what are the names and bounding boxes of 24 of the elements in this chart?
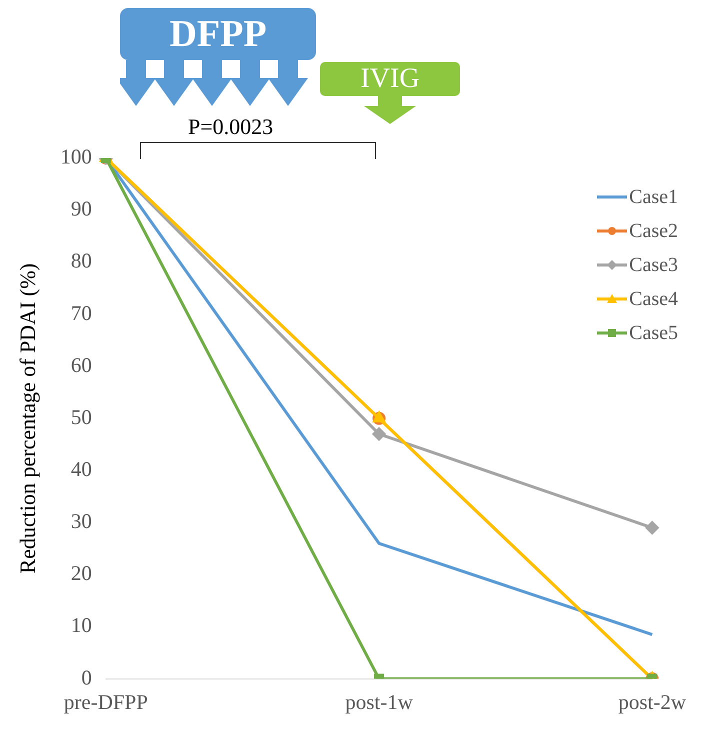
- point: [646, 521, 659, 534]
- legend-label: Case3: [629, 253, 678, 278]
- y-tick-label: 90: [70, 196, 92, 221]
- y-tick-label: 80: [70, 248, 92, 273]
- y-tick-label: 30: [70, 509, 92, 534]
- legend-label: Case2: [629, 219, 678, 244]
- y-tick-label: 60: [70, 352, 92, 377]
- y-tick-label: 0: [81, 665, 92, 690]
- point: [372, 428, 386, 441]
- point: [373, 412, 385, 422]
- x-tick-label: pre-DFPP: [64, 690, 148, 714]
- text: P=0.0023: [188, 114, 274, 140]
- y-tick-label: 20: [70, 561, 92, 586]
- y-tick-label: 100: [60, 144, 92, 169]
- y-tick-label: 40: [70, 456, 92, 481]
- y-tick-label: 50: [70, 404, 92, 429]
- x-tick-label: post-1w: [345, 690, 414, 714]
- legend-label: Case5: [629, 321, 678, 346]
- x-tick-label: post-2w: [618, 690, 687, 714]
- legend-label: Case4: [629, 287, 678, 312]
- y-axis-title: Reduction percentage of PDAI (%): [14, 263, 40, 574]
- y-tick-label: 10: [70, 613, 92, 638]
- legend-label: Case1: [629, 185, 678, 210]
- y-tick-label: 70: [70, 300, 92, 325]
